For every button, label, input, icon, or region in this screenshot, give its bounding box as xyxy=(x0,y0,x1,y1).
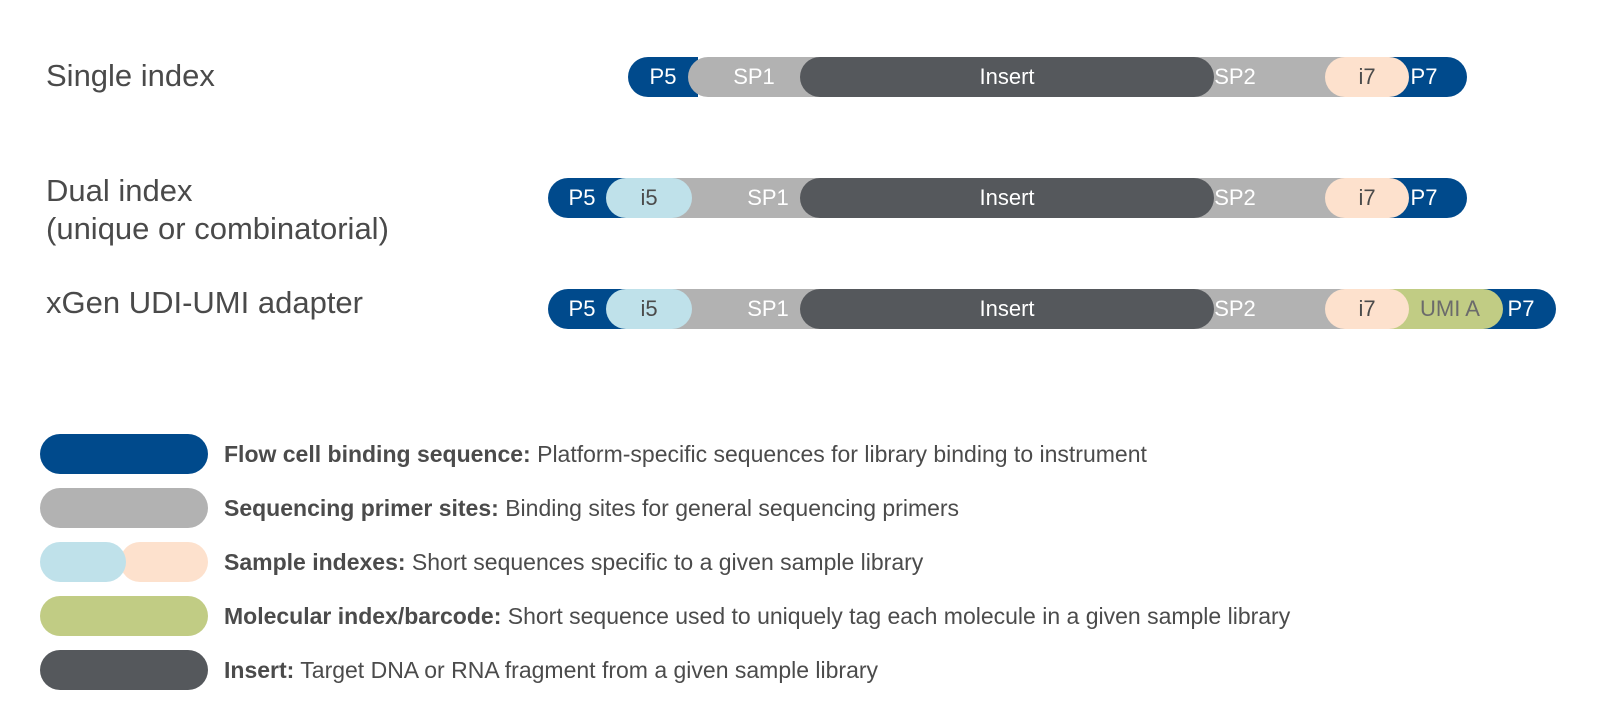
segment-p5: P5 xyxy=(628,57,698,97)
segment-insert: Insert xyxy=(800,289,1214,329)
legend-sequencing-primer: Sequencing primer sites: Binding sites f… xyxy=(40,488,1580,530)
row-label-line: xGen UDI-UMI adapter xyxy=(46,285,363,320)
segment-sp1: SP1 xyxy=(688,57,820,97)
legend-text: Insert: Target DNA or RNA fragment from … xyxy=(224,657,879,683)
construct-xgen-udi-umi: P5 SP1 i5 SP2 Insert P7 UMI A i7 xyxy=(0,289,1600,329)
legend-insert: Insert: Target DNA or RNA fragment from … xyxy=(40,650,1580,692)
segment-i5: i5 xyxy=(606,178,692,218)
row-label-line: Dual index xyxy=(46,173,193,208)
row-label-line: (unique or combinatorial) xyxy=(46,211,389,246)
legend-text: Flow cell binding sequence: Platform-spe… xyxy=(224,441,1147,467)
row-label-dual-index: Dual index (unique or combinatorial) xyxy=(46,172,389,248)
segment-i5: i5 xyxy=(606,289,692,329)
legend-text: Sample indexes: Short sequences specific… xyxy=(224,549,924,575)
construct-single-index: P5 SP1 SP2 Insert P7 i7 xyxy=(0,57,1600,97)
legend-swatch xyxy=(40,542,208,582)
segment-i7: i7 xyxy=(1325,289,1409,329)
legend-flow-cell: Flow cell binding sequence: Platform-spe… xyxy=(40,434,1580,476)
segment-i7: i7 xyxy=(1325,178,1409,218)
legend-text: Sequencing primer sites: Binding sites f… xyxy=(224,495,960,521)
legend-sample-indexes: Sample indexes: Short sequences specific… xyxy=(40,542,1580,584)
legend-swatch xyxy=(40,488,208,528)
segment-i7: i7 xyxy=(1325,57,1409,97)
legend-swatch xyxy=(40,650,208,690)
row-label-xgen-udi-umi: xGen UDI-UMI adapter xyxy=(46,284,363,322)
row-label-line: Single index xyxy=(46,58,215,93)
row-label-single-index: Single index xyxy=(46,57,215,95)
legend-swatch xyxy=(40,596,208,636)
legend-molecular-index: Molecular index/barcode: Short sequence … xyxy=(40,596,1580,638)
legend-text: Molecular index/barcode: Short sequence … xyxy=(224,603,1291,629)
segment-insert: Insert xyxy=(800,57,1214,97)
segment-insert: Insert xyxy=(800,178,1214,218)
legend-swatch xyxy=(40,434,208,474)
construct-dual-index: P5 SP1 i5 SP2 Insert P7 i7 xyxy=(0,178,1600,218)
